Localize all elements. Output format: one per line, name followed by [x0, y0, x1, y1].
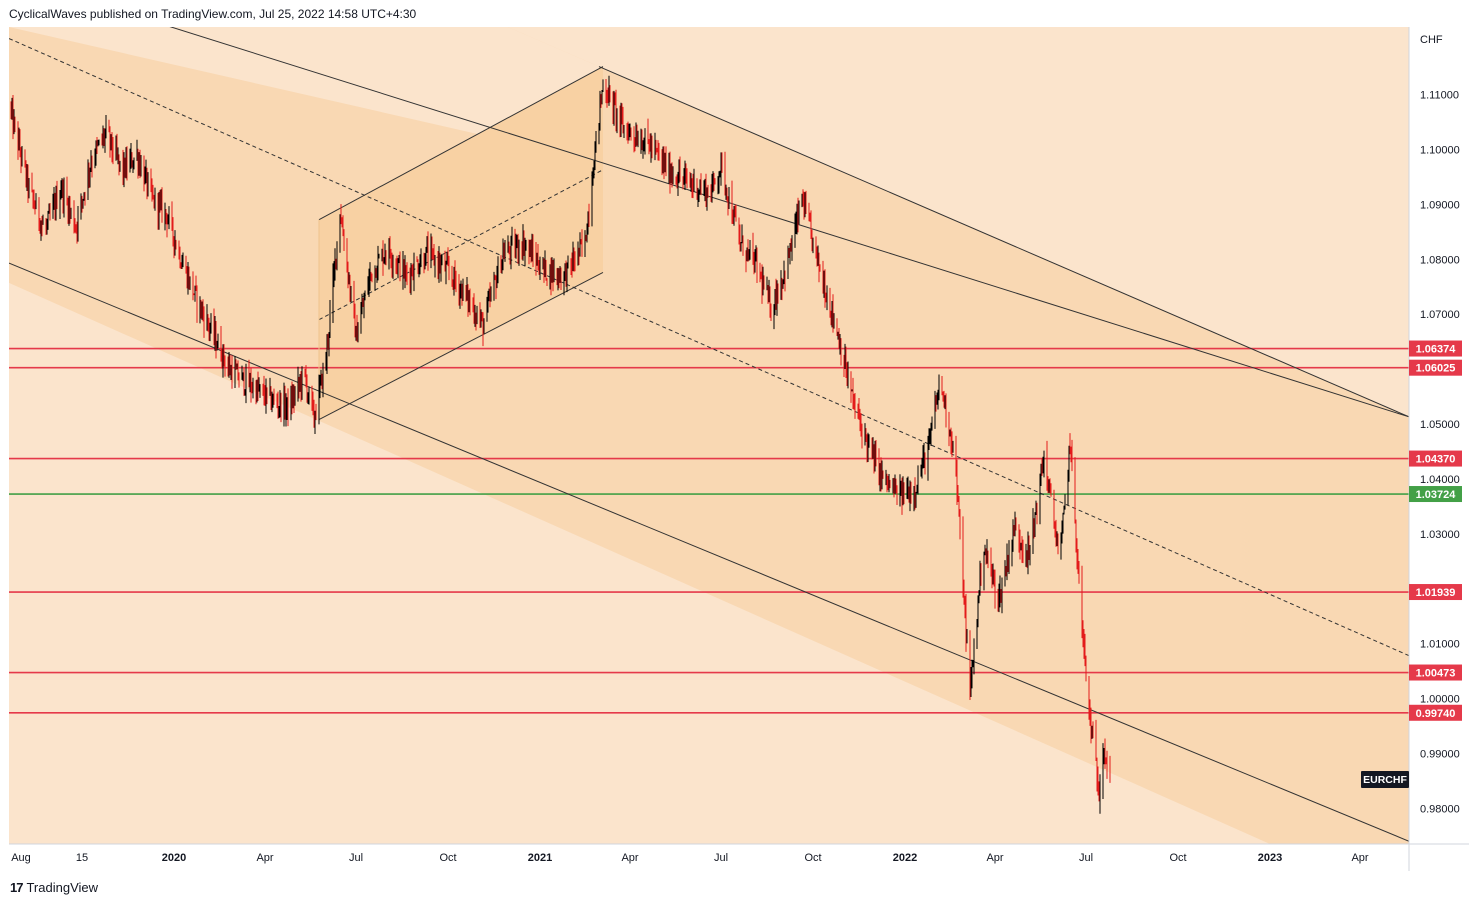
time-tick: Oct [1169, 852, 1186, 864]
level-label: 1.03724 [1416, 489, 1457, 501]
outer-channel-lower-line [9, 262, 1409, 842]
price-tick: 1.01000 [1420, 639, 1460, 651]
price-tick: 1.04000 [1420, 474, 1460, 486]
price-tick: 1.00000 [1420, 693, 1460, 705]
level-tag-1.06374: 1.06374 [1409, 340, 1462, 357]
rising-box-fill [319, 66, 603, 420]
footer-brand[interactable]: 17 TradingView [10, 880, 98, 895]
time-tick: Jul [1079, 852, 1093, 864]
price-tick: 1.11000 [1420, 90, 1459, 102]
rising-box-mid-dashed-line [318, 169, 604, 321]
tradingview-logo-icon: 17 [10, 880, 24, 895]
symbol-label: EURCHF [1363, 774, 1407, 786]
level-tag-1.00473: 1.00473 [1409, 664, 1462, 681]
time-tick: Apr [621, 852, 638, 864]
level-label: 1.04370 [1416, 454, 1456, 466]
price-tick: 1.07000 [1420, 309, 1460, 321]
price-tick: 0.98000 [1420, 803, 1460, 815]
time-tick: Apr [986, 852, 1003, 864]
price-tick: 1.03000 [1420, 529, 1460, 541]
time-tick: Jul [349, 852, 363, 864]
inner-channel-upper-line [598, 66, 1409, 418]
level-label: 1.06374 [1416, 344, 1457, 356]
symbol-tag: EURCHF [1361, 771, 1409, 788]
plot-area[interactable] [9, 27, 1409, 871]
channel-mask [9, 27, 599, 162]
time-tick: Apr [256, 852, 273, 864]
price-tick: 1.08000 [1420, 254, 1460, 266]
price-tick: 0.99000 [1420, 748, 1460, 760]
level-tag-0.99740: 0.99740 [1409, 704, 1462, 721]
level-tag-1.03724: 1.03724 [1409, 486, 1462, 503]
level-label: 1.06025 [1416, 363, 1456, 375]
chart-frame[interactable]: CHF 0.980000.990001.000001.010001.020001… [9, 27, 1469, 871]
level-price-labels: 1.06374 1.06025 1.04370 1.03724 1.01939 1.004… [1409, 340, 1462, 721]
time-tick: Aug [11, 852, 31, 864]
level-tag-1.04370: 1.04370 [1409, 450, 1462, 467]
level-label: 1.00473 [1416, 668, 1456, 680]
outer-channel-upper-line [169, 27, 1409, 418]
time-tick: 2022 [893, 852, 917, 864]
price-tick: 1.05000 [1420, 419, 1460, 431]
rising-box-upper-line [318, 66, 604, 221]
time-tick: 2023 [1258, 852, 1282, 864]
time-axis[interactable]: Aug 15 2020 Apr Jul Oct 2021 Apr Jul Oct 2022 Apr Ju… [11, 852, 1369, 864]
time-tick: 2021 [528, 852, 552, 864]
price-chart[interactable]: CHF 0.980000.990001.000001.010001.020001… [9, 27, 1469, 871]
time-tick: Jul [714, 852, 728, 864]
brand-name: TradingView [26, 880, 99, 895]
time-tick: 2020 [162, 852, 186, 864]
mid-dashed-line [9, 38, 1409, 657]
level-tag-1.06025: 1.06025 [1409, 359, 1462, 376]
level-label: 1.01939 [1416, 587, 1456, 599]
price-tick: 1.09000 [1420, 199, 1460, 211]
publisher-line: CyclicalWaves published on TradingView.c… [9, 7, 417, 21]
time-tick: Apr [1351, 852, 1368, 864]
level-label: 0.99740 [1416, 708, 1456, 720]
price-tick: 1.10000 [1420, 144, 1460, 156]
rising-box-lower-line [318, 271, 604, 421]
horizontal-levels [9, 347, 1409, 714]
level-tag-1.01939: 1.01939 [1409, 584, 1462, 601]
time-tick: Oct [804, 852, 821, 864]
currency-label: CHF [1420, 34, 1443, 46]
candles [10, 75, 1111, 814]
time-tick: Oct [439, 852, 456, 864]
time-tick: 15 [76, 852, 88, 864]
trendlines [9, 27, 1409, 842]
